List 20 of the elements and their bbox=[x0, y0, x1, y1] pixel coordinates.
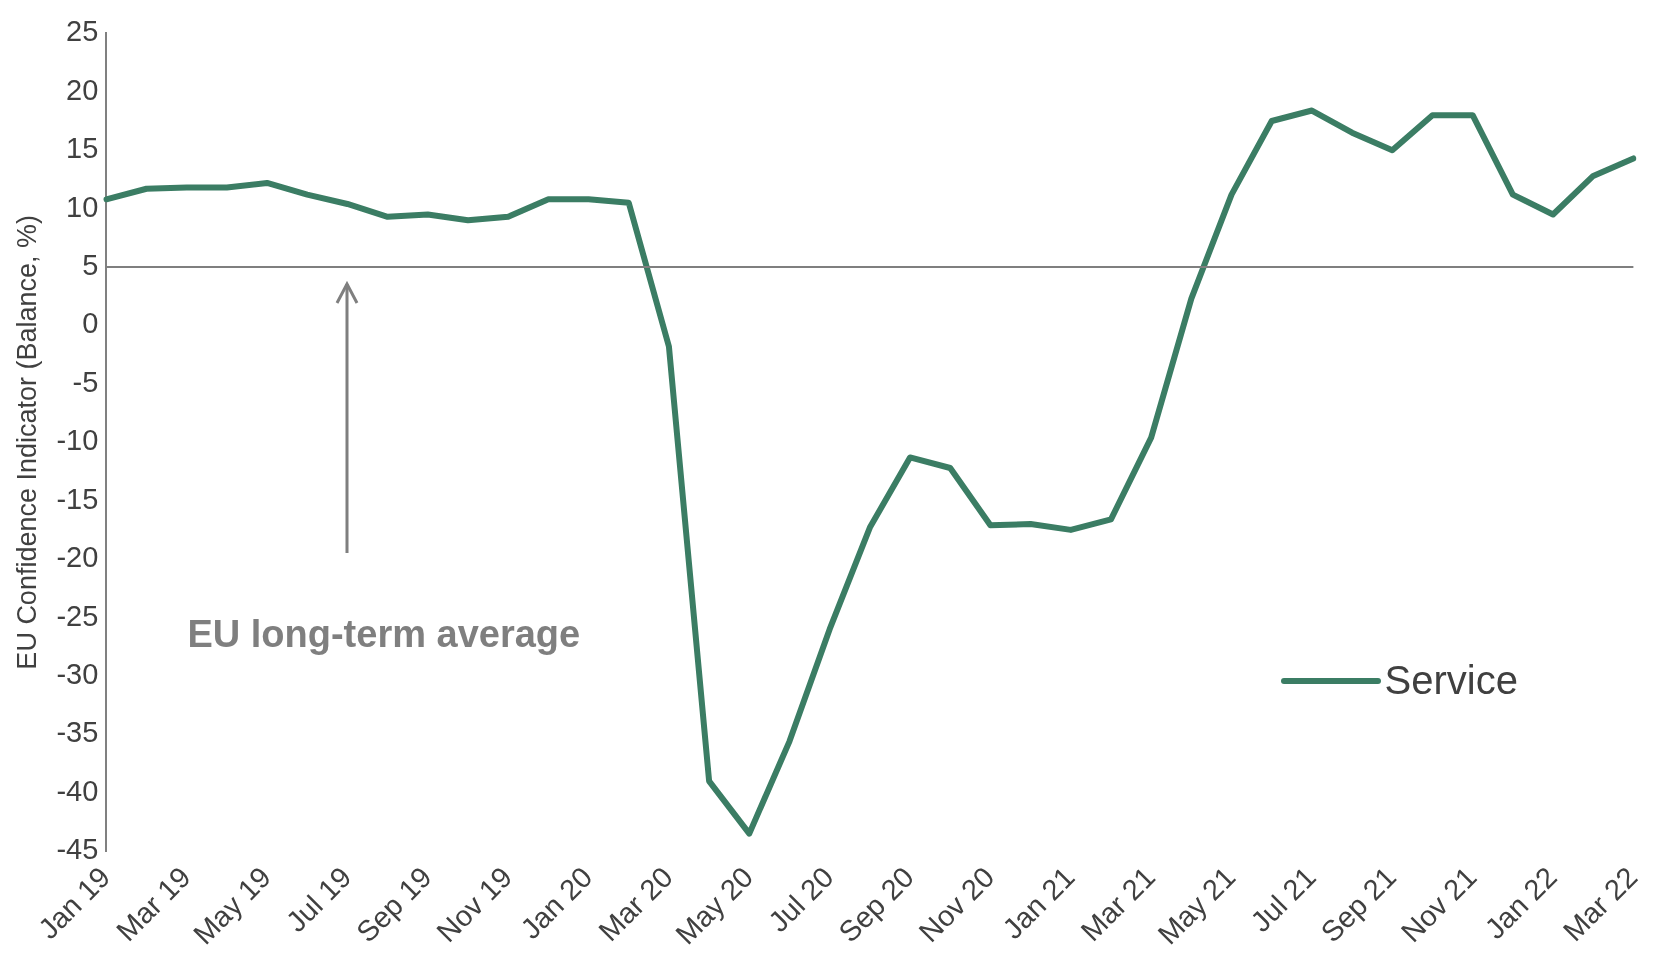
y-tick-label: -25 bbox=[56, 599, 99, 632]
y-axis-title: EU Confidence Indicator (Balance, %) bbox=[11, 214, 42, 670]
x-tick-label: Jul 21 bbox=[1244, 860, 1322, 939]
y-tick-label: 5 bbox=[82, 249, 99, 282]
y-tick-label: -5 bbox=[72, 365, 99, 398]
y-tick-label: -40 bbox=[56, 774, 99, 807]
y-tick-label: -35 bbox=[56, 716, 99, 749]
y-tick-label: 20 bbox=[66, 73, 99, 106]
y-tick-label: 0 bbox=[82, 307, 99, 340]
y-tick-label: -10 bbox=[56, 424, 99, 457]
y-tick-label: 10 bbox=[66, 190, 99, 223]
y-tick-label: -20 bbox=[56, 541, 99, 574]
legend-label: Service bbox=[1384, 658, 1518, 703]
y-tick-label: -30 bbox=[56, 657, 99, 690]
y-tick-label: -15 bbox=[56, 482, 99, 515]
x-tick-label: Jul 19 bbox=[279, 860, 358, 939]
ref-line-label: EU long-term average bbox=[187, 613, 581, 657]
y-tick-label: 15 bbox=[66, 132, 99, 165]
y-tick-label: 25 bbox=[66, 15, 99, 48]
x-tick-label: Jan 22 bbox=[1478, 860, 1563, 945]
